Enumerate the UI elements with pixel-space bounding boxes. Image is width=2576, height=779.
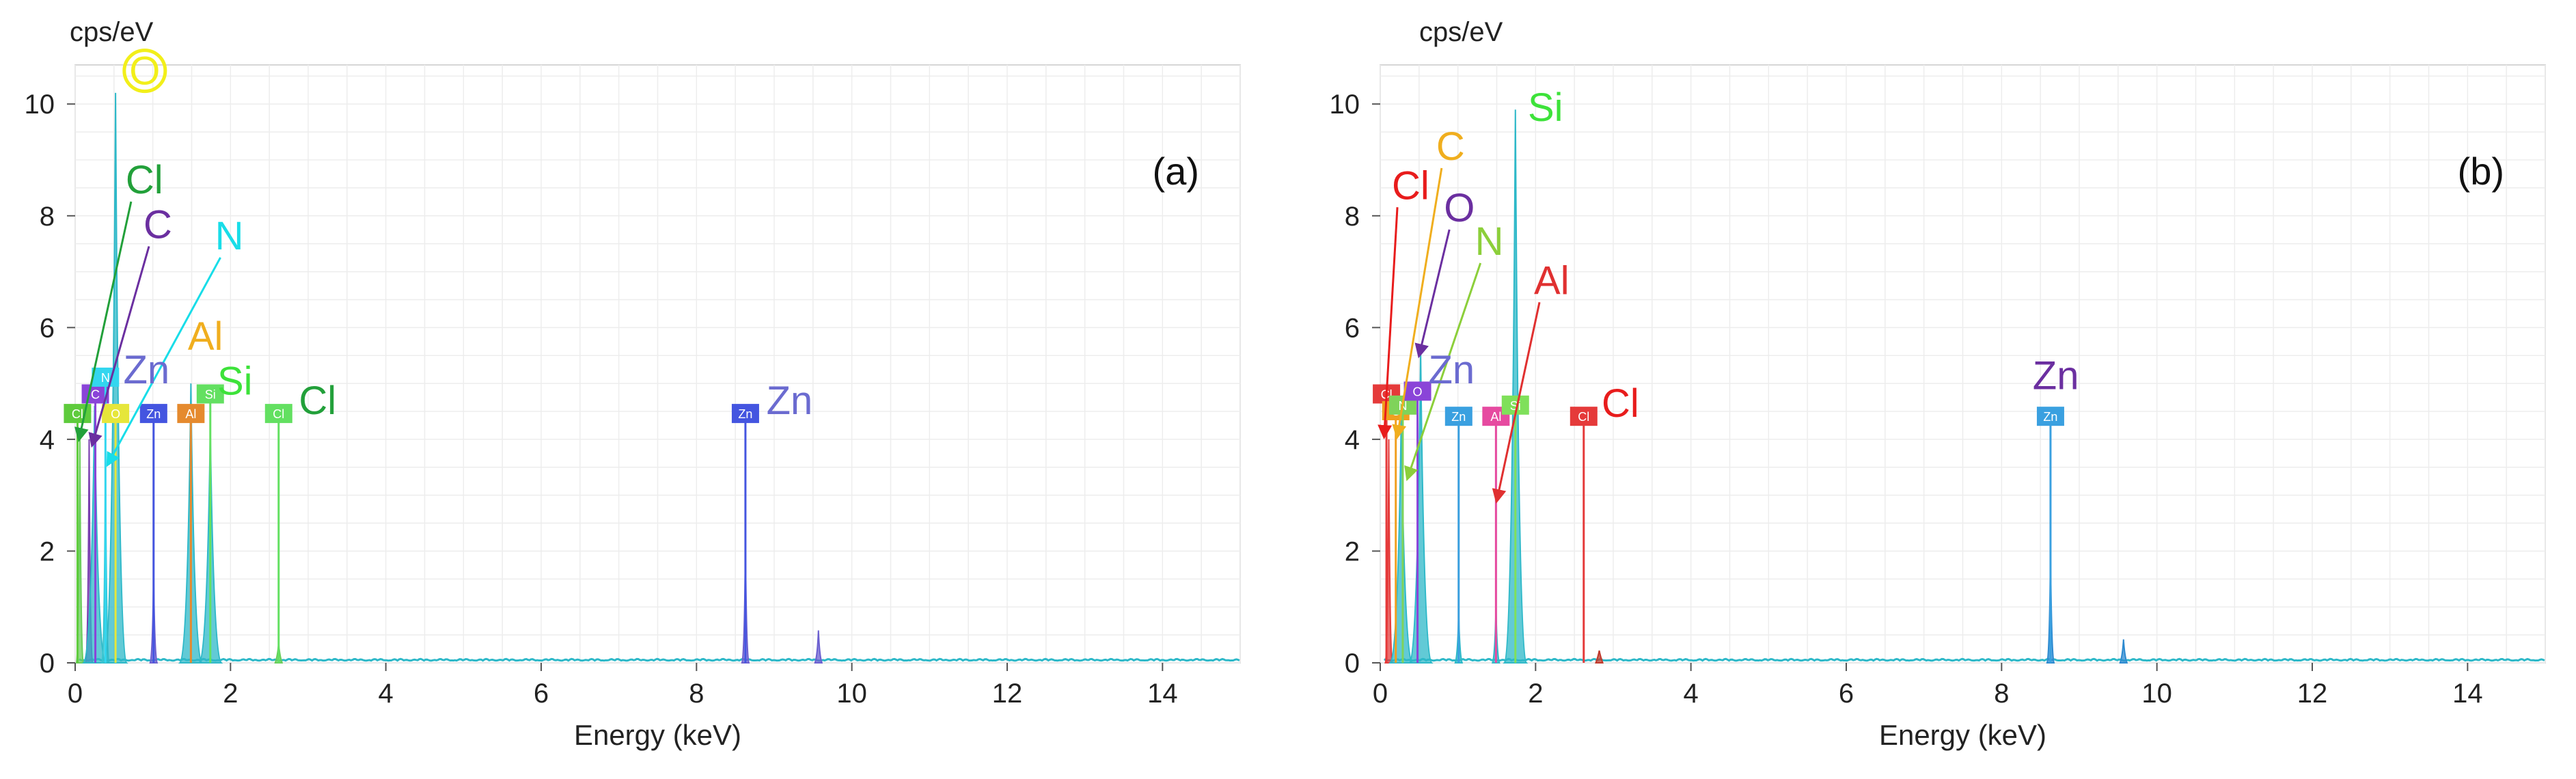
element-annotation: Cl <box>1392 163 1429 208</box>
element-marker <box>102 404 130 424</box>
x-tick-label: 10 <box>2141 679 2172 709</box>
annotation-arrow <box>106 257 221 467</box>
element-annotation: Si <box>1528 85 1563 130</box>
spectrum-peak <box>2119 639 2128 664</box>
spectrum-baseline <box>1384 657 2545 662</box>
element-marker-label: Cl <box>273 407 284 421</box>
x-tick-label: 8 <box>1994 679 2009 709</box>
y-tick-label: 0 <box>1345 648 1360 679</box>
element-annotation: O <box>1444 186 1475 230</box>
panel-label: (a) <box>1153 150 1199 193</box>
x-tick-label: 12 <box>2297 679 2328 709</box>
element-marker <box>177 404 205 424</box>
element-marker <box>1570 407 1598 426</box>
y-tick-label: 2 <box>1345 536 1360 566</box>
element-marker <box>139 404 167 424</box>
element-annotation: C <box>1436 124 1465 169</box>
y-axis-unit-label: cps/eV <box>70 17 154 47</box>
x-tick-label: 14 <box>1147 679 1178 709</box>
element-marker-label: Zn <box>2043 410 2057 424</box>
element-marker-label: Cl <box>1578 410 1589 424</box>
y-tick-label: 8 <box>40 202 55 232</box>
element-marker-label: C <box>91 387 100 401</box>
annotation-arrow <box>1392 167 1443 439</box>
element-annotation: Al <box>188 314 223 359</box>
y-tick-label: 0 <box>40 648 55 679</box>
chart-panel-b: ClCNOZnAlSiClZnSiCClONAlZnClZn0246810121… <box>1330 17 2546 751</box>
x-tick-label: 2 <box>223 679 238 709</box>
x-tick-label: 6 <box>534 679 549 709</box>
y-tick-label: 8 <box>1345 202 1360 232</box>
element-annotation: Zn <box>123 348 169 392</box>
element-annotation: Al <box>1534 258 1570 303</box>
element-marker <box>264 404 292 424</box>
element-annotation: N <box>215 214 244 258</box>
element-marker <box>2036 407 2064 426</box>
element-marker-label: Zn <box>146 407 161 421</box>
element-annotation: C <box>143 203 172 247</box>
element-marker-label: N <box>101 371 110 385</box>
y-tick-label: 4 <box>40 425 55 455</box>
element-marker <box>196 384 224 404</box>
y-tick-label: 6 <box>1345 313 1360 343</box>
annotation-arrow <box>1492 301 1541 504</box>
element-marker-label: O <box>1413 385 1423 398</box>
y-tick-label: 10 <box>1330 90 1360 120</box>
x-tick-label: 2 <box>1528 679 1543 709</box>
element-marker <box>1403 381 1431 401</box>
x-axis-title: Energy (keV) <box>1879 719 2046 751</box>
x-tick-label: 6 <box>1839 679 1854 709</box>
element-marker-label: Al <box>1490 410 1501 424</box>
element-annotation: Zn <box>1428 348 1475 392</box>
x-tick-label: 4 <box>379 679 394 709</box>
element-marker <box>731 404 759 424</box>
x-axis-title: Energy (keV) <box>574 719 741 751</box>
element-marker-label: Zn <box>738 407 752 421</box>
element-annotation: Zn <box>2033 353 2079 398</box>
element-marker <box>1444 407 1472 426</box>
spectrum-peak <box>1503 109 1529 664</box>
element-marker-label: O <box>111 407 120 421</box>
annotation-arrow <box>1378 207 1399 440</box>
annotation-arrow <box>1414 229 1451 359</box>
y-axis-unit-label: cps/eV <box>1419 17 1503 47</box>
x-tick-label: 14 <box>2452 679 2483 709</box>
x-tick-label: 8 <box>689 679 704 709</box>
y-tick-label: 10 <box>25 90 55 120</box>
element-annotation: Zn <box>767 379 813 423</box>
y-tick-label: 2 <box>40 536 55 566</box>
annotation-arrow <box>1404 262 1482 482</box>
element-annotation: Cl <box>1602 381 1639 426</box>
element-annotation: Cl <box>299 379 336 423</box>
element-annotation: Cl <box>126 158 163 202</box>
y-tick-label: 6 <box>40 313 55 343</box>
x-tick-label: 4 <box>1684 679 1699 709</box>
element-marker-label: Zn <box>1451 410 1466 424</box>
element-marker-label: Si <box>205 387 216 401</box>
element-marker-label: Cl <box>72 407 83 421</box>
spectrum-peak <box>1595 650 1604 664</box>
x-tick-label: 12 <box>992 679 1023 709</box>
element-annotation: O <box>129 49 160 94</box>
panel-label: (b) <box>2458 150 2504 193</box>
spectrum-baseline <box>79 657 1240 662</box>
x-tick-label: 0 <box>68 679 83 709</box>
element-annotation: N <box>1475 219 1504 264</box>
spectrum-peak <box>814 630 823 664</box>
x-tick-label: 10 <box>836 679 867 709</box>
annotation-arrow <box>74 201 133 442</box>
element-marker <box>92 367 120 387</box>
y-tick-label: 4 <box>1345 425 1360 455</box>
annotation-circle <box>122 49 167 94</box>
element-marker-label: Al <box>185 407 196 421</box>
x-tick-label: 0 <box>1373 679 1388 709</box>
element-annotation: Si <box>217 359 253 403</box>
annotation-arrow <box>88 246 150 448</box>
